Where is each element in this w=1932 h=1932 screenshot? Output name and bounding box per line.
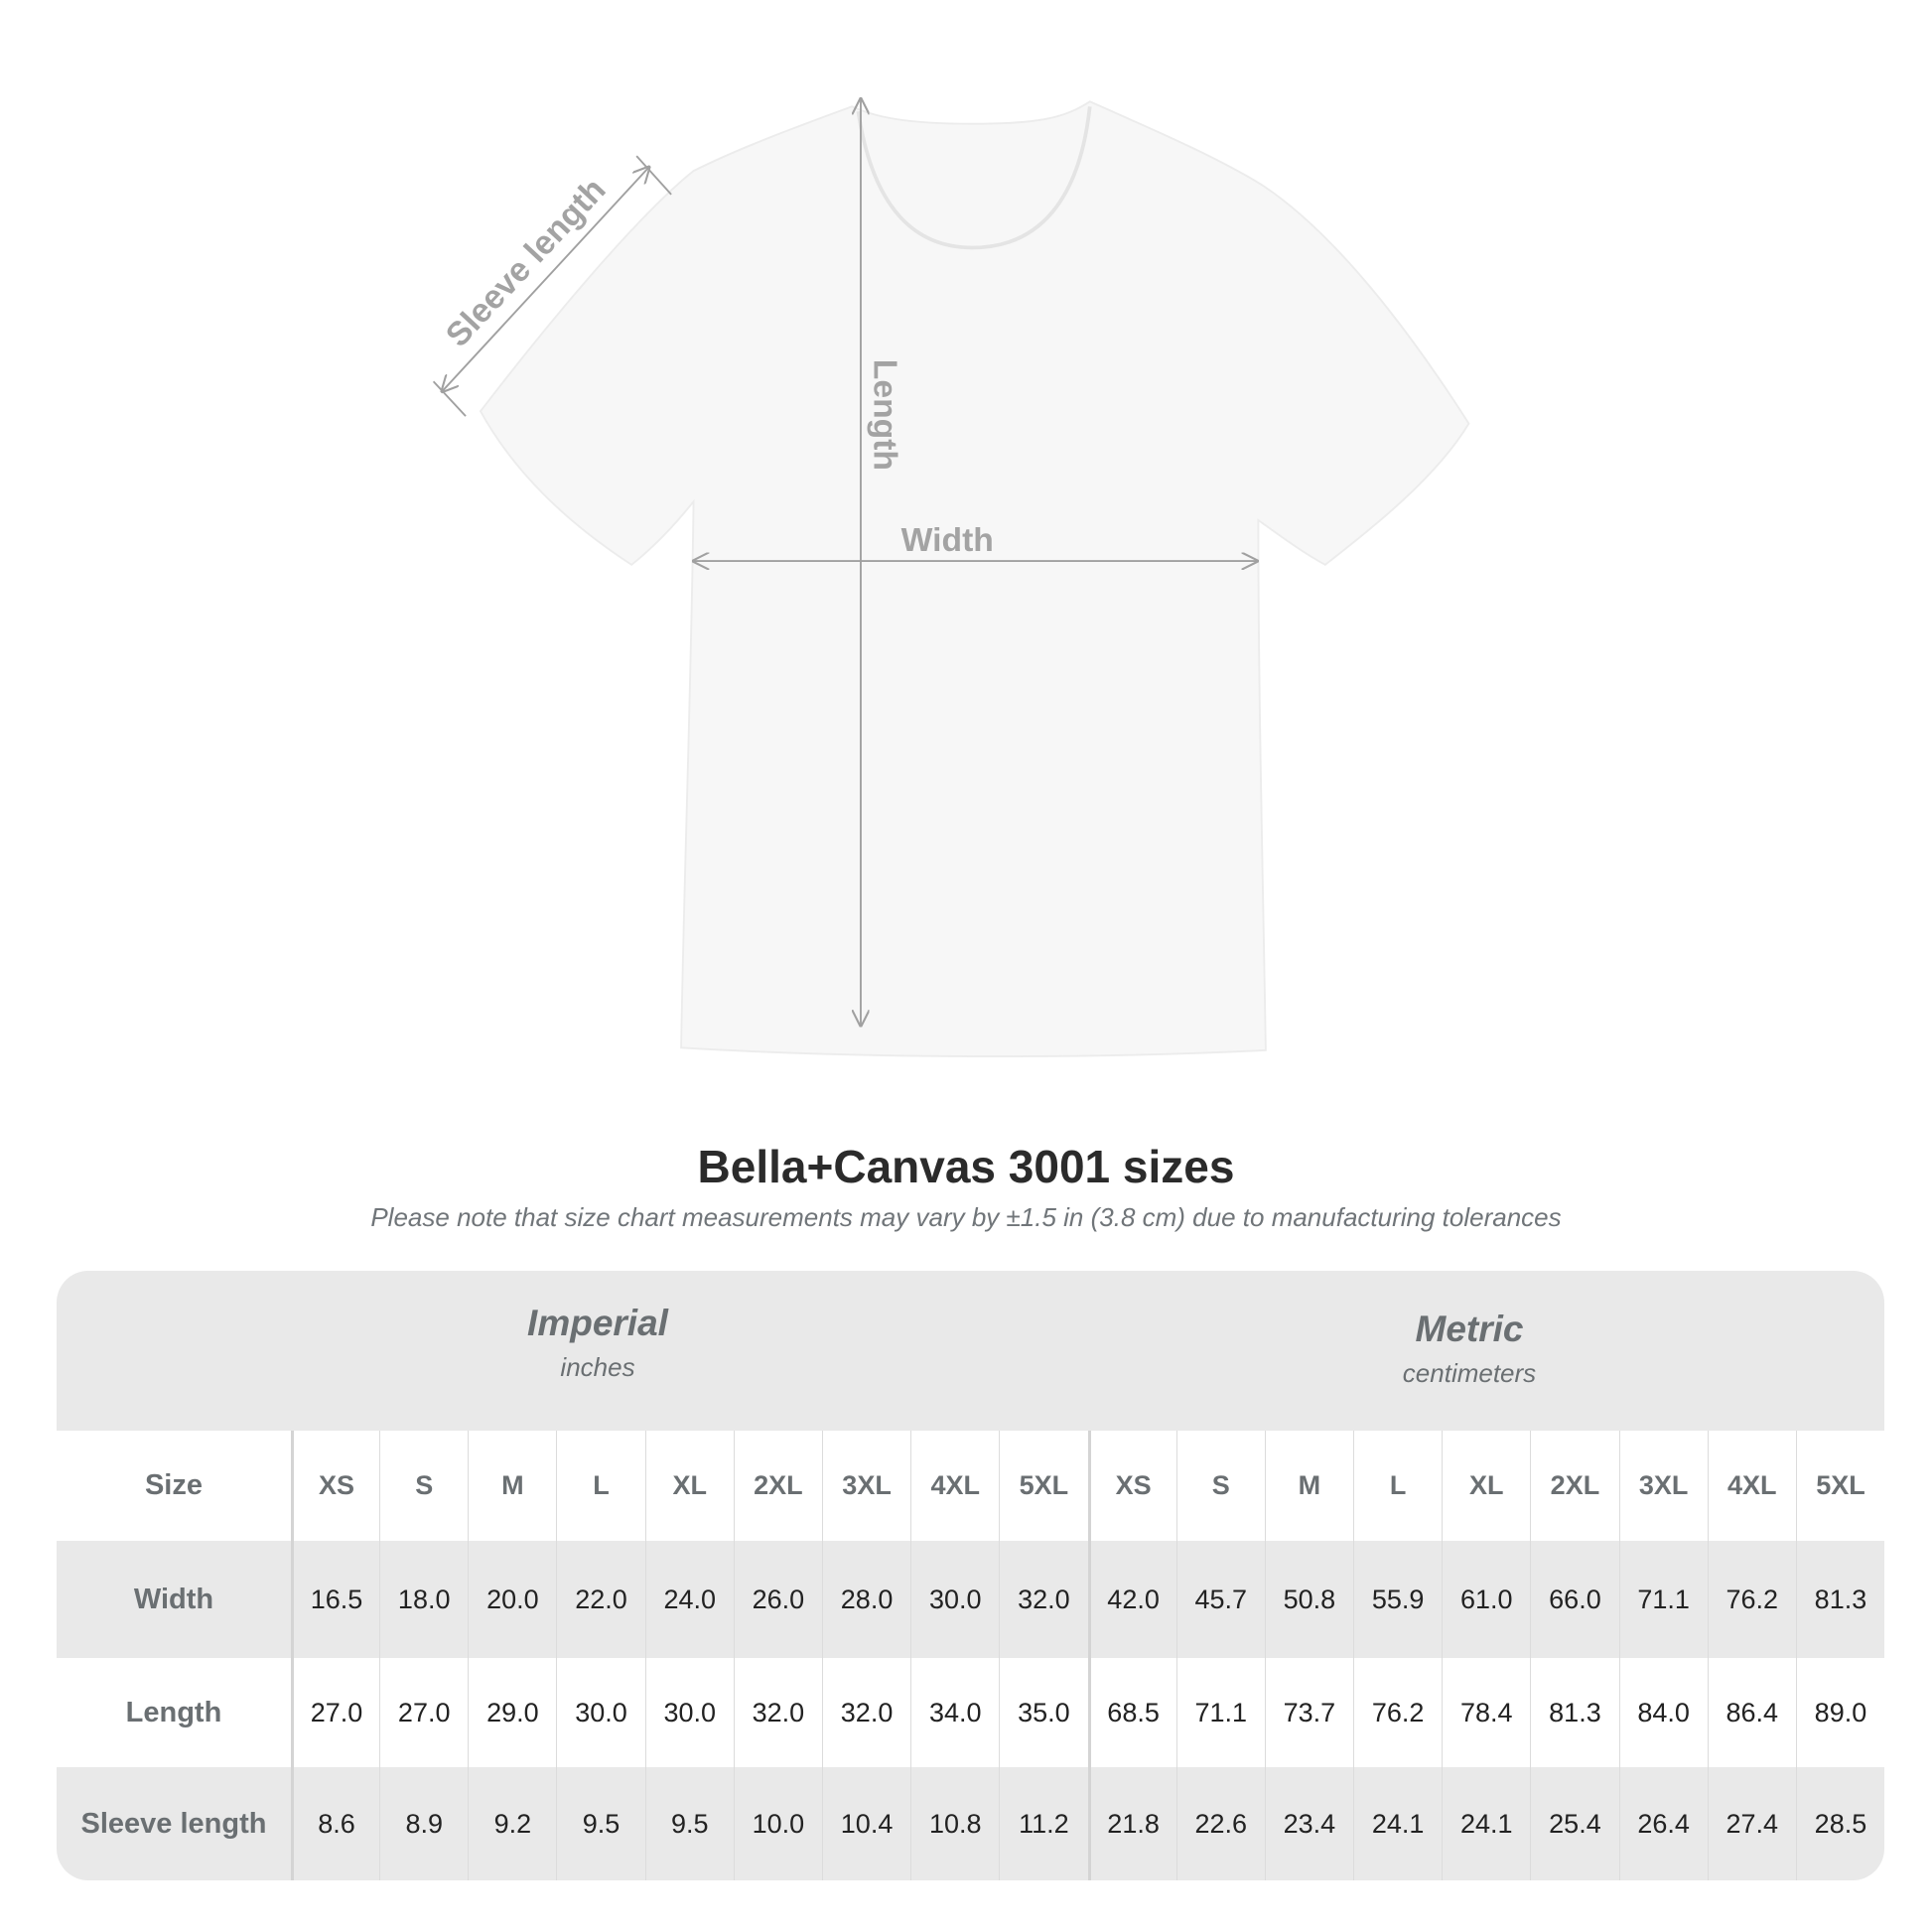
table-cell: 32.0 — [999, 1541, 1087, 1658]
table-cell: 8.6 — [290, 1767, 379, 1880]
table-cell: 28.5 — [1795, 1767, 1884, 1880]
table-cell: 29.0 — [468, 1658, 556, 1767]
row-label: Width — [133, 1583, 214, 1615]
table-cell: 55.9 — [1353, 1541, 1442, 1658]
table-cell: 10.8 — [910, 1767, 999, 1880]
tolerance-note: Please note that size chart measurements… — [370, 1202, 1562, 1232]
size-column-header: L — [1353, 1431, 1442, 1541]
table-cell: 81.3 — [1795, 1541, 1884, 1658]
table-cell: 27.0 — [290, 1658, 379, 1767]
table-cell: 20.0 — [468, 1541, 556, 1658]
table-cell: 71.1 — [1175, 1658, 1265, 1767]
size-column-header: S — [379, 1431, 468, 1541]
table-cell: 9.5 — [556, 1767, 644, 1880]
table-cell: 22.0 — [556, 1541, 644, 1658]
table-cell: 32.0 — [821, 1658, 910, 1767]
table-cell: 32.0 — [733, 1658, 822, 1767]
table-cell: 35.0 — [999, 1658, 1087, 1767]
size-column-header: L — [556, 1431, 644, 1541]
size-column-header: 5XL — [1795, 1431, 1884, 1541]
tshirt-body — [479, 100, 1470, 1058]
size-column-header: 5XL — [999, 1431, 1087, 1541]
width-measure: Width — [694, 522, 1258, 561]
table-cell: 30.0 — [556, 1658, 644, 1767]
row-label: Length — [125, 1696, 222, 1728]
table-cell: 76.2 — [1707, 1541, 1796, 1658]
table-cell: 9.2 — [468, 1767, 556, 1880]
table-cell: 28.0 — [821, 1541, 910, 1658]
table-cell: 34.0 — [910, 1658, 999, 1767]
size-column-header: 2XL — [733, 1431, 822, 1541]
table-cell: 25.4 — [1530, 1767, 1618, 1880]
imperial-title: Imperial — [527, 1303, 668, 1343]
table-cell: 42.0 — [1087, 1541, 1176, 1658]
table-cell: 26.0 — [733, 1541, 822, 1658]
table-cell: 78.4 — [1442, 1658, 1530, 1767]
metric-header: Metric centimeters — [1221, 1309, 1718, 1389]
table-cell: 68.5 — [1087, 1658, 1176, 1767]
table-cell: 24.0 — [644, 1541, 734, 1658]
table-cell: 71.1 — [1618, 1541, 1708, 1658]
table-cell: 50.8 — [1264, 1541, 1353, 1658]
tshirt-collar — [856, 106, 1092, 250]
metric-unit: centimeters — [1402, 1358, 1537, 1388]
size-table: Imperial inches Metric centimeters Size X… — [57, 1271, 1884, 1880]
table-cell: 10.4 — [821, 1767, 910, 1880]
table-cell: 16.5 — [290, 1541, 379, 1658]
table-cell: 81.3 — [1530, 1658, 1618, 1767]
table-cell: 27.0 — [379, 1658, 468, 1767]
table-cell: 76.2 — [1353, 1658, 1442, 1767]
length-label: Length — [867, 359, 903, 471]
size-column-header: XS — [1087, 1431, 1176, 1541]
size-column-header: XL — [1442, 1431, 1530, 1541]
table-row: Sleeve length 8.6 8.9 9.2 9.5 9.5 10.0 10.4 10.8… — [57, 1767, 1884, 1880]
table-cell: 89.0 — [1795, 1658, 1884, 1767]
table-cell: 30.0 — [910, 1541, 999, 1658]
table-cell: 84.0 — [1618, 1658, 1708, 1767]
size-column-header: 4XL — [1707, 1431, 1796, 1541]
table-cell: 27.4 — [1707, 1767, 1796, 1880]
row-label: Sleeve length — [80, 1807, 267, 1840]
table-row: Length 27.0 27.0 29.0 30.0 30.0 32.0 32.0 34.0 35… — [57, 1658, 1884, 1767]
table-cell: 22.6 — [1175, 1767, 1265, 1880]
table-cell: 23.4 — [1264, 1767, 1353, 1880]
table-cell: 45.7 — [1175, 1541, 1265, 1658]
table-cell: 24.1 — [1442, 1767, 1530, 1880]
width-label: Width — [901, 522, 994, 559]
table-row: Width 16.5 18.0 20.0 22.0 24.0 26.0 28.0 30.0 32.… — [57, 1541, 1884, 1658]
table-cell: 18.0 — [379, 1541, 468, 1658]
size-column-header: M — [1264, 1431, 1353, 1541]
table-cell: 24.1 — [1353, 1767, 1442, 1880]
size-column-header: 2XL — [1530, 1431, 1618, 1541]
metric-title: Metric — [1415, 1309, 1524, 1349]
size-column-header: 4XL — [910, 1431, 999, 1541]
table-cell: 73.7 — [1264, 1658, 1353, 1767]
imperial-header: Imperial inches — [349, 1303, 846, 1383]
row-label: Size — [144, 1469, 203, 1501]
table-cell: 26.4 — [1618, 1767, 1708, 1880]
size-column-header: 3XL — [821, 1431, 910, 1541]
size-column-header: XS — [290, 1431, 379, 1541]
table-cell: 61.0 — [1442, 1541, 1530, 1658]
table-cell: 86.4 — [1707, 1658, 1796, 1767]
table-cell: 21.8 — [1087, 1767, 1176, 1880]
table-cell: 30.0 — [644, 1658, 734, 1767]
table-cell: 66.0 — [1530, 1541, 1618, 1658]
table-cell: 9.5 — [644, 1767, 734, 1880]
imperial-unit: inches — [560, 1352, 635, 1382]
table-cell: 8.9 — [379, 1767, 468, 1880]
size-column-header: 3XL — [1618, 1431, 1708, 1541]
table-cell: 11.2 — [999, 1767, 1087, 1880]
size-column-header: S — [1175, 1431, 1265, 1541]
table-cell: 10.0 — [733, 1767, 822, 1880]
table-header: Imperial inches Metric centimeters — [57, 1271, 1884, 1431]
size-column-header: M — [468, 1431, 556, 1541]
size-header-row: Size XS S M L XL 2XL 3XL 4XL 5XL XS S M L XL 2XL 3XL 4XL 5… — [57, 1431, 1884, 1541]
size-column-header: XL — [644, 1431, 734, 1541]
chart-title: Bella+Canvas 3001 sizes — [697, 1141, 1235, 1192]
